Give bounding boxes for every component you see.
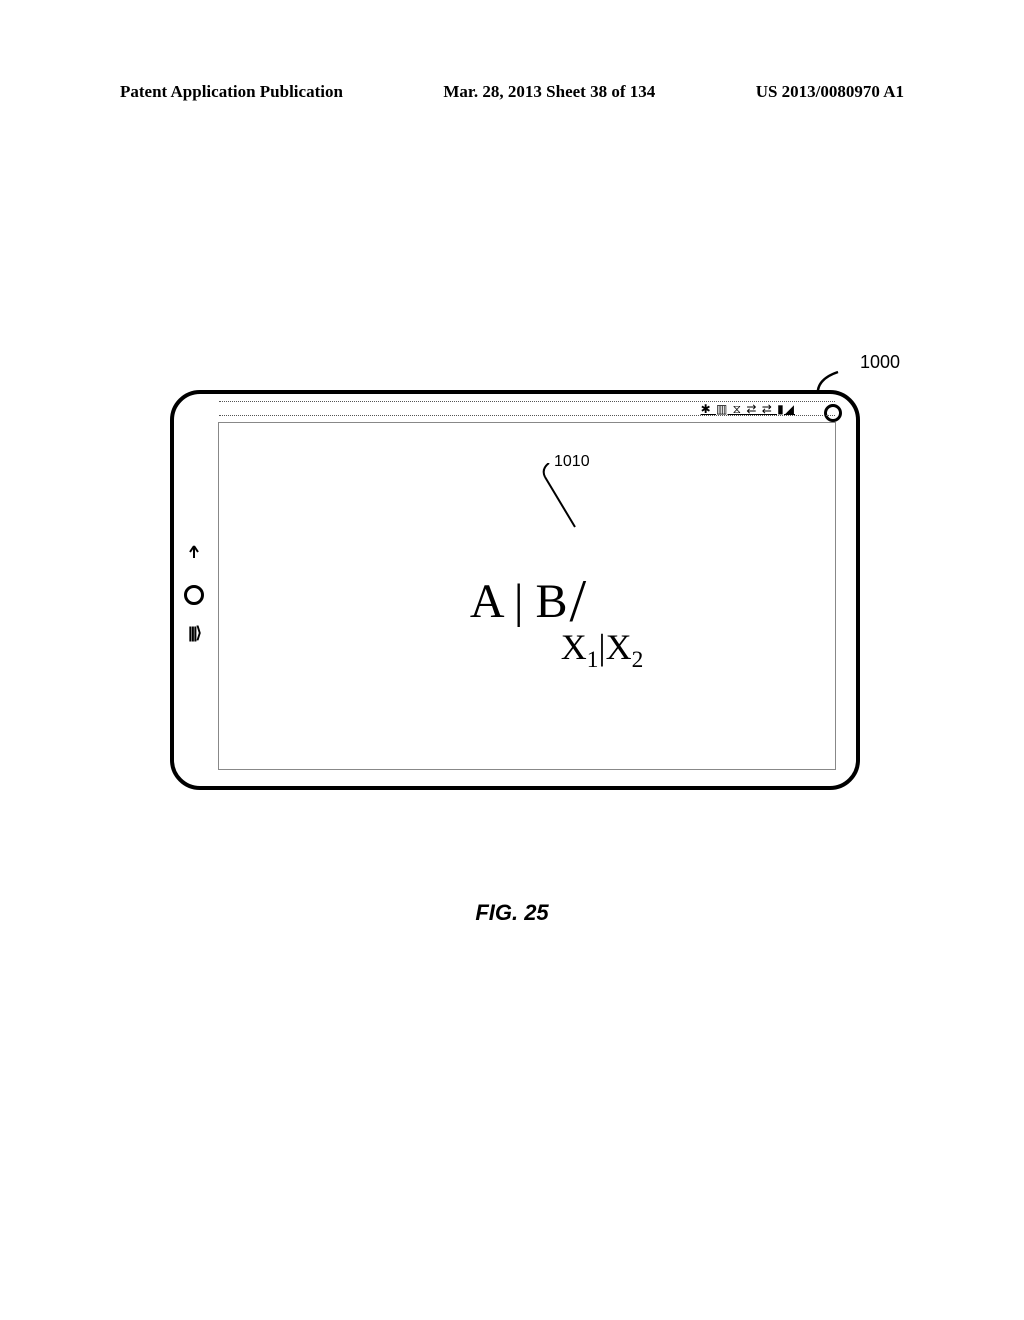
speaker-icon: |||⟩ [188, 623, 200, 643]
hardware-controls: |||⟩ [184, 544, 204, 643]
volume-icon [187, 544, 201, 567]
patent-page: Patent Application Publication Mar. 28, … [0, 0, 1024, 1320]
figure-caption: FIG. 25 [0, 900, 1024, 926]
separator: | [598, 627, 605, 667]
content-line-x: X1|X2 [369, 626, 835, 674]
content-line-ab: A | B/ [470, 563, 584, 632]
subscript-1: 1 [587, 647, 599, 673]
figure-area: 1000 |||⟩ ✱ ▥ ⧖ ⇄ ⇄ ▮◢ 1010 [170, 360, 860, 790]
header-left: Patent Application Publication [120, 82, 343, 102]
subscript-2: 2 [632, 647, 644, 673]
page-header: Patent Application Publication Mar. 28, … [0, 82, 1024, 102]
status-bar-icons: ✱ ▥ ⧖ ⇄ ⇄ ▮◢ [701, 401, 795, 417]
home-button-icon [184, 585, 204, 605]
slash-icon: / [569, 568, 586, 634]
symbol-b: B [535, 575, 567, 628]
header-right: US 2013/0080970 A1 [756, 82, 904, 102]
tablet-screen: ✱ ▥ ⧖ ⇄ ⇄ ▮◢ 1010 A | B/ X1|X2 [218, 422, 836, 770]
symbol-x2: X [606, 627, 632, 667]
separator: | [502, 575, 536, 628]
camera-icon [824, 404, 842, 422]
tablet-device: |||⟩ ✱ ▥ ⧖ ⇄ ⇄ ▮◢ 1010 A | B/ X1|X [170, 390, 860, 790]
symbol-a: A [470, 575, 502, 628]
leader-line-1010-icon [539, 463, 599, 533]
reference-label-1000: 1000 [860, 352, 900, 373]
screen-content: A | B/ X1|X2 [219, 563, 835, 674]
header-center: Mar. 28, 2013 Sheet 38 of 134 [443, 82, 655, 102]
